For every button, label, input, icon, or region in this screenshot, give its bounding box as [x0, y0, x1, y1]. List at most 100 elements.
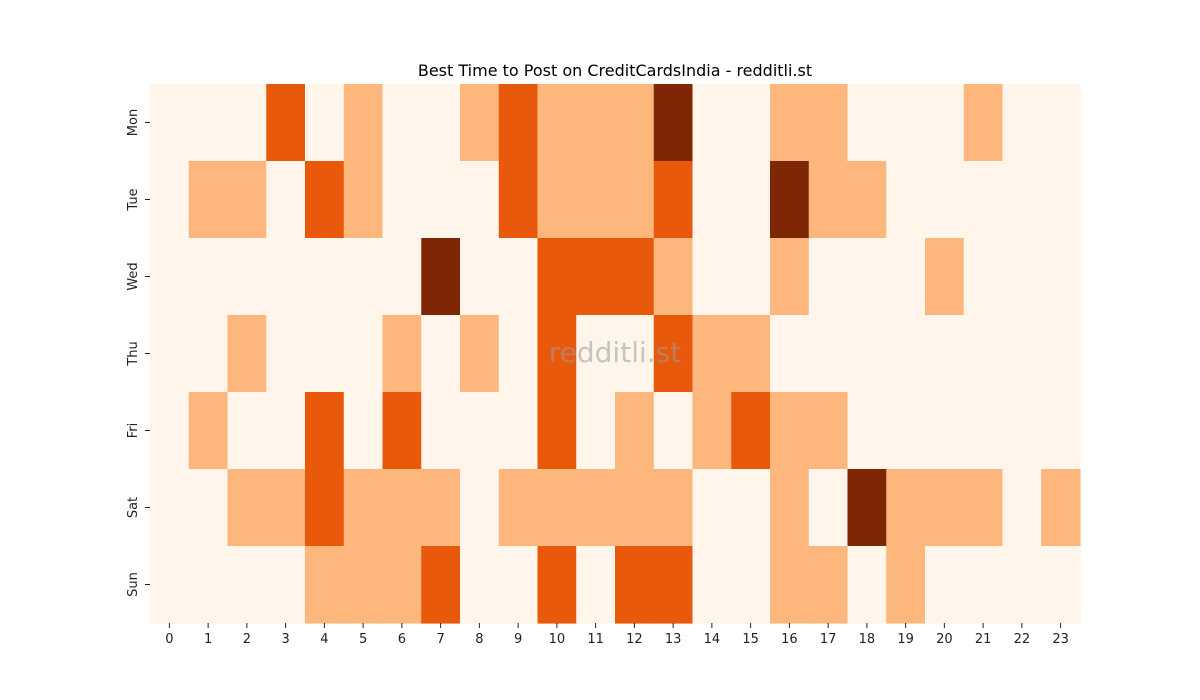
heatmap-cell-sun-8: [460, 546, 500, 624]
x-tick-label: 7: [436, 632, 444, 647]
heatmap-cell-thu-14: [692, 315, 732, 393]
heatmap-cell-tue-0: [150, 161, 190, 239]
heatmap-cell-sat-11: [576, 469, 616, 547]
heatmap-cell-wed-17: [808, 238, 849, 316]
heatmap-cell-fri-21: [963, 392, 1004, 470]
heatmap-cell-tue-14: [692, 161, 732, 239]
heatmap-cell-tue-4: [305, 161, 345, 239]
heatmap-cell-fri-20: [925, 392, 965, 470]
heatmap-cell-thu-0: [150, 315, 190, 393]
heatmap-cell-tue-12: [615, 161, 655, 239]
heatmap-cell-wed-11: [576, 238, 616, 316]
y-tick-label: Wed: [126, 262, 141, 290]
y-tick-label: Mon: [126, 109, 141, 136]
heatmap-cell-tue-3: [266, 161, 306, 239]
heatmap-cell-tue-8: [460, 161, 500, 239]
heatmap-cell-mon-13: [653, 84, 694, 162]
heatmap-cell-thu-20: [925, 315, 965, 393]
heatmap-cell-thu-22: [1002, 315, 1042, 393]
heatmap-cell-thu-15: [731, 315, 771, 393]
heatmap-cell-wed-0: [150, 238, 190, 316]
heatmap-cell-sun-4: [305, 546, 345, 624]
heatmap-cell-sat-7: [421, 469, 461, 547]
x-tick-label: 12: [626, 632, 643, 647]
x-tick-label: 8: [475, 632, 483, 647]
heatmap-cell-sun-15: [731, 546, 771, 624]
heatmap-cell-thu-11: [576, 315, 616, 393]
heatmap-cell-thu-13: [653, 315, 694, 393]
x-tick-label: 15: [742, 632, 759, 647]
heatmap-cell-fri-13: [653, 392, 694, 470]
heatmap-cell-fri-14: [692, 392, 732, 470]
heatmap-cell-sun-6: [382, 546, 422, 624]
heatmap-cell-thu-10: [537, 315, 577, 393]
heatmap-cell-mon-12: [615, 84, 655, 162]
heatmap-cell-sun-20: [925, 546, 965, 624]
heatmap-cell-mon-7: [421, 84, 461, 162]
watermark: redditli.st: [549, 336, 681, 369]
heatmap-cell-wed-10: [537, 238, 577, 316]
heatmap-cell-wed-4: [305, 238, 345, 316]
heatmap-cell-thu-17: [808, 315, 849, 393]
heatmap-cell-sun-17: [808, 546, 849, 624]
heatmap-cell-sat-17: [808, 469, 849, 547]
x-tick-label: 16: [781, 632, 798, 647]
heatmap-cell-tue-21: [963, 161, 1004, 239]
x-tick-label: 5: [359, 632, 367, 647]
heatmap-cell-mon-21: [963, 84, 1004, 162]
heatmap-cell-wed-6: [382, 238, 422, 316]
heatmap-cell-sat-21: [963, 469, 1004, 547]
heatmap-cell-tue-10: [537, 161, 577, 239]
heatmap-cell-sat-18: [847, 469, 887, 547]
heatmap-cell-sat-13: [653, 469, 694, 547]
heatmap-cell-mon-0: [150, 84, 190, 162]
heatmap-cell-fri-4: [305, 392, 345, 470]
heatmap-cell-thu-18: [847, 315, 887, 393]
heatmap-cell-thu-2: [227, 315, 267, 393]
heatmap-cell-fri-11: [576, 392, 616, 470]
heatmap-cell-sun-2: [227, 546, 267, 624]
heatmap-cell-wed-15: [731, 238, 771, 316]
heatmap-cell-thu-6: [382, 315, 422, 393]
heatmap-cell-fri-12: [615, 392, 655, 470]
heatmap-cell-sun-16: [770, 546, 810, 624]
x-tick-label: 3: [281, 632, 289, 647]
y-tick-label: Fri: [126, 423, 141, 439]
heatmap-cell-fri-7: [421, 392, 461, 470]
x-tick-label: 10: [549, 632, 566, 647]
heatmap-cell-sat-15: [731, 469, 771, 547]
heatmap-cell-wed-5: [343, 238, 384, 316]
x-tick-label: 14: [704, 632, 721, 647]
heatmap-cell-sat-4: [305, 469, 345, 547]
heatmap-cell-tue-18: [847, 161, 887, 239]
y-tick-label: Tue: [126, 188, 141, 211]
heatmap-cell-mon-22: [1002, 84, 1042, 162]
heatmap-cell-sat-6: [382, 469, 422, 547]
heatmap-cell-wed-8: [460, 238, 500, 316]
heatmap-cell-sun-9: [498, 546, 539, 624]
heatmap-cell-fri-16: [770, 392, 810, 470]
x-tick-label: 19: [897, 632, 914, 647]
heatmap-cell-tue-7: [421, 161, 461, 239]
heatmap-cell-mon-17: [808, 84, 849, 162]
heatmap-cell-tue-6: [382, 161, 422, 239]
heatmap-cell-tue-13: [653, 161, 694, 239]
heatmap-cell-thu-8: [460, 315, 500, 393]
heatmap-cell-wed-13: [653, 238, 694, 316]
heatmap-cell-sat-16: [770, 469, 810, 547]
heatmap-cell-sun-21: [963, 546, 1004, 624]
y-tick-label: Sat: [126, 497, 141, 518]
heatmap-cell-wed-20: [925, 238, 965, 316]
heatmap-cell-sat-3: [266, 469, 306, 547]
heatmap-cell-tue-23: [1041, 161, 1081, 239]
heatmap-cell-wed-12: [615, 238, 655, 316]
heatmap-cell-sun-14: [692, 546, 732, 624]
heatmap-cell-sat-22: [1002, 469, 1042, 547]
x-tick-label: 18: [859, 632, 876, 647]
heatmap-cell-tue-20: [925, 161, 965, 239]
heatmap-cell-tue-15: [731, 161, 771, 239]
heatmap-cell-tue-9: [498, 161, 539, 239]
heatmap-cell-sun-1: [188, 546, 229, 624]
heatmap-cell-thu-1: [188, 315, 229, 393]
heatmap-cell-sat-8: [460, 469, 500, 547]
